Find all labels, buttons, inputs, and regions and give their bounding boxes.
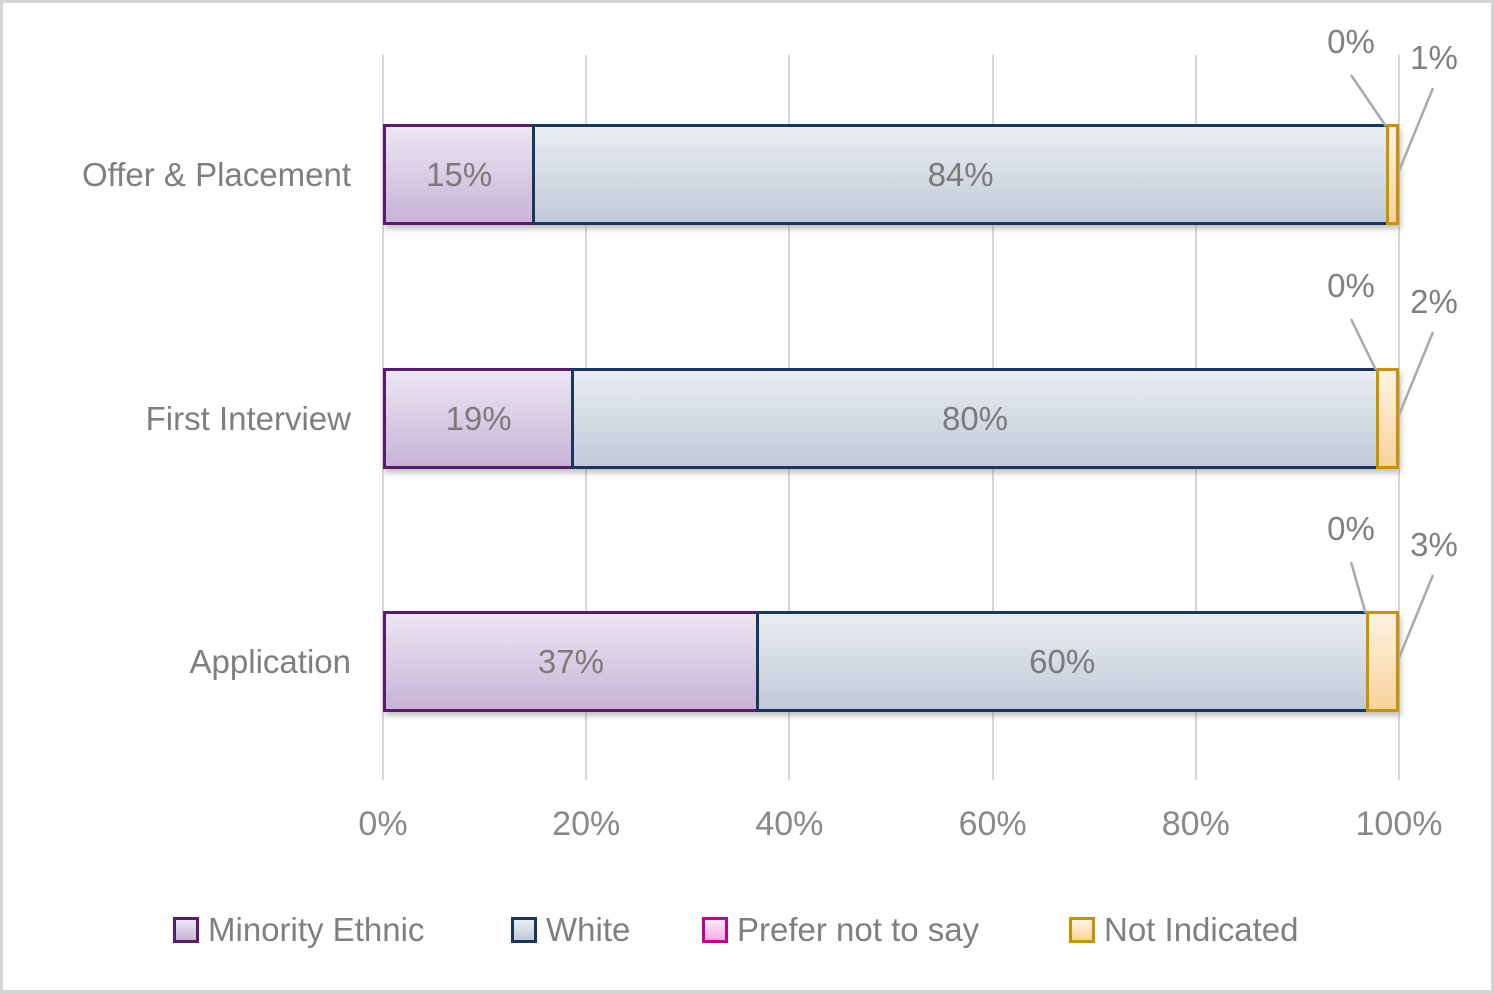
x-axis-tick-label: 80% <box>1161 805 1230 843</box>
legend-label: Minority Ethnic <box>208 911 425 948</box>
bar-segment-not-indicated <box>1375 368 1399 469</box>
x-axis-tick-label: 60% <box>958 805 1027 843</box>
data-label-callout-pct: 2% <box>1410 283 1458 320</box>
legend-label: Not Indicated <box>1104 911 1299 948</box>
data-label-callout-zero: 0% <box>1327 267 1375 304</box>
leader-line <box>1349 74 1387 127</box>
legend-item-not-indicated: Not Indicated <box>1069 911 1299 948</box>
legend-item-prefer-not-to-say: Prefer not to say <box>702 911 980 948</box>
bar-segment-white: 60% <box>755 611 1369 712</box>
leader-line <box>1397 574 1435 659</box>
leader-line <box>1349 318 1378 371</box>
data-label-callout-pct: 3% <box>1410 526 1458 563</box>
x-axis-tick-label: 20% <box>552 805 621 843</box>
bar-segment-minority-ethnic: 37% <box>383 611 759 712</box>
x-axis-tick-label: 0% <box>358 805 408 843</box>
data-label-inside: 37% <box>537 642 604 680</box>
category-label: Application <box>189 642 351 680</box>
legend-swatch-white <box>511 917 537 943</box>
category-label: Offer & Placement <box>81 155 351 193</box>
bar-row: 19% 80% <box>383 368 1399 469</box>
data-label-inside: 80% <box>941 399 1009 437</box>
data-label-callout-zero: 0% <box>1327 510 1375 547</box>
bar-segment-white: 84% <box>532 124 1389 225</box>
gridline <box>1398 55 1400 780</box>
legend-label: White <box>546 911 631 948</box>
legend-swatch-not-indicated <box>1069 917 1095 943</box>
legend-item-minority-ethnic: Minority Ethnic <box>173 911 425 948</box>
leader-line <box>1397 87 1435 172</box>
bar-segment-white: 80% <box>571 368 1379 469</box>
legend-swatch-prefer-not-to-say <box>702 917 728 943</box>
x-axis-tick-label: 40% <box>755 805 824 843</box>
bar-segment-not-indicated <box>1365 611 1399 712</box>
data-label-inside: 15% <box>426 155 493 193</box>
legend-label: Prefer not to say <box>737 911 980 948</box>
data-label-inside: 19% <box>445 399 512 437</box>
leader-line <box>1397 331 1435 416</box>
bar-segment-not-indicated <box>1385 124 1399 225</box>
leader-line <box>1349 561 1367 614</box>
data-label-inside: 60% <box>1029 642 1096 680</box>
bar-row: 15% 84% <box>383 124 1399 225</box>
bar-segment-minority-ethnic: 15% <box>383 124 536 225</box>
legend-item-white: White <box>511 911 631 948</box>
category-label: First Interview <box>145 399 351 437</box>
bar-segment-minority-ethnic: 19% <box>383 368 575 469</box>
data-label-callout-pct: 1% <box>1410 39 1458 76</box>
legend-swatch-minority-ethnic <box>173 917 199 943</box>
bar-row: 37% 60% <box>383 611 1399 712</box>
data-label-inside: 84% <box>927 155 994 193</box>
data-label-callout-zero: 0% <box>1327 23 1375 60</box>
x-axis-tick-label: 100% <box>1355 805 1443 843</box>
